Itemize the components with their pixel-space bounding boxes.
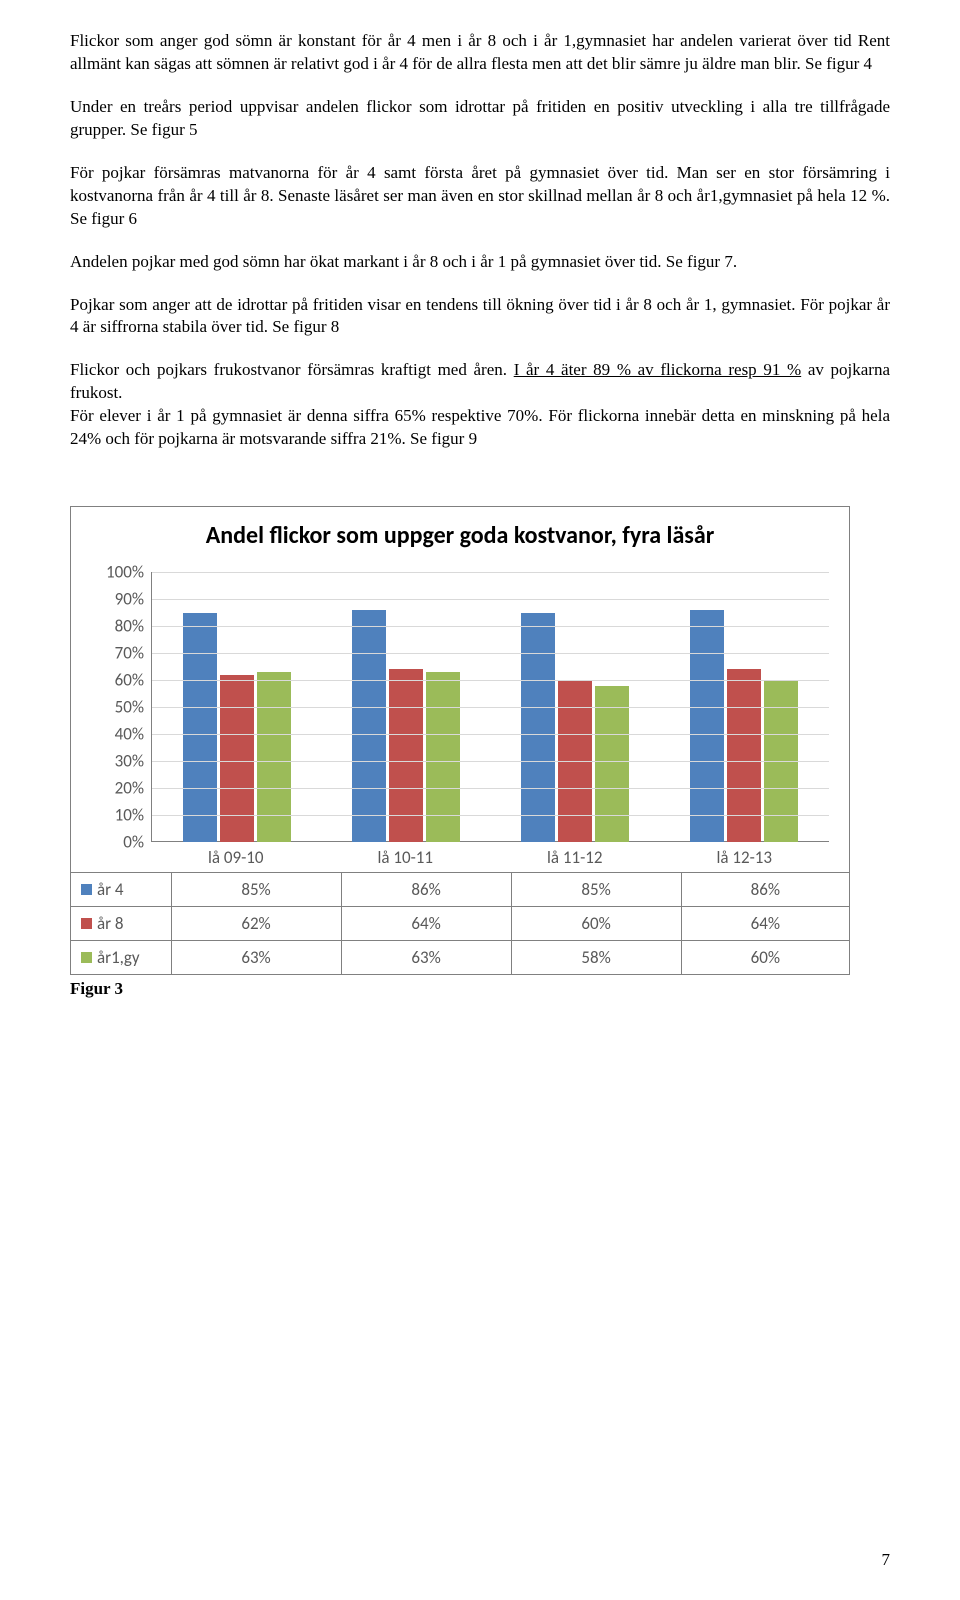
y-tick-label: 0% [89,834,144,851]
legend-cell: år1,gy [71,941,171,975]
paragraph: För elever i år 1 på gymnasiet är denna … [70,405,890,451]
page-number: 7 [882,1550,891,1570]
y-tick-label: 10% [89,807,144,824]
legend-label: år 4 [97,879,124,900]
y-tick-label: 60% [89,672,144,689]
text-run-underline: I år 4 äter 89 % av flickorna resp 91 % [514,360,801,379]
paragraph: Flickor och pojkars frukostvanor försämr… [70,359,890,405]
bar [352,610,386,842]
gridline [152,761,829,762]
paragraph: Andelen pojkar med god sömn har ökat mar… [70,251,890,274]
y-tick-label: 90% [89,591,144,608]
x-tick-label: lå 10-11 [321,847,491,868]
table-row: år 485%86%85%86% [71,873,849,907]
gridline [152,734,829,735]
bar [257,672,291,842]
table-cell: 85% [171,873,341,907]
chart-container: Andel flickor som uppger goda kostvanor,… [70,506,850,975]
legend-cell: år 4 [71,873,171,907]
table-cell: 60% [511,907,681,941]
chart-y-axis: 0%10%20%30%40%50%60%70%80%90%100% [89,572,144,842]
table-cell: 85% [511,873,681,907]
x-tick-label: lå 12-13 [660,847,830,868]
chart-title: Andel flickor som uppger goda kostvanor,… [71,507,849,572]
bar [183,613,217,843]
table-cell: 64% [681,907,849,941]
legend-swatch [81,884,92,895]
text-run: . [503,360,514,379]
legend-label: år1,gy [97,947,140,968]
gridline [152,815,829,816]
paragraph: För pojkar försämras matvanorna för år 4… [70,162,890,231]
y-tick-label: 100% [89,564,144,581]
legend-label: år 8 [97,913,124,934]
gridline [152,653,829,654]
bar [220,675,254,842]
bar [595,686,629,843]
gridline [152,680,829,681]
legend-cell: år 8 [71,907,171,941]
y-tick-label: 20% [89,780,144,797]
chart-data-table: år 485%86%85%86%år 862%64%60%64%år1,gy63… [71,872,849,974]
chart-plot [151,572,829,842]
legend-swatch [81,952,92,963]
gridline [152,707,829,708]
figure-caption: Figur 3 [70,979,890,999]
gridline [152,788,829,789]
x-tick-label: lå 11-12 [490,847,660,868]
table-cell: 63% [171,941,341,975]
gridline [152,599,829,600]
legend-swatch [81,918,92,929]
y-tick-label: 30% [89,753,144,770]
table-cell: 63% [341,941,511,975]
table-cell: 60% [681,941,849,975]
y-tick-label: 70% [89,645,144,662]
table-cell: 62% [171,907,341,941]
bar [389,669,423,842]
paragraph: Flickor som anger god sömn är konstant f… [70,30,890,76]
paragraph: Pojkar som anger att de idrottar på frit… [70,294,890,340]
table-cell: 86% [341,873,511,907]
chart-x-axis: lå 09-10lå 10-11lå 11-12lå 12-13 [151,847,829,868]
paragraph: Under en treårs period uppvisar andelen … [70,96,890,142]
bar [690,610,724,842]
y-tick-label: 40% [89,726,144,743]
table-cell: 58% [511,941,681,975]
y-tick-label: 50% [89,699,144,716]
table-cell: 86% [681,873,849,907]
gridline [152,572,829,573]
table-row: år1,gy63%63%58%60% [71,941,849,975]
table-row: år 862%64%60%64% [71,907,849,941]
y-tick-label: 80% [89,618,144,635]
gridline [152,626,829,627]
x-tick-label: lå 09-10 [151,847,321,868]
bar [727,669,761,842]
table-cell: 64% [341,907,511,941]
bar [521,613,555,843]
chart-plot-area: 0%10%20%30%40%50%60%70%80%90%100% lå 09-… [151,572,829,872]
text-run: Flickor och pojkars frukostvanor försämr… [70,360,503,379]
bar [426,672,460,842]
